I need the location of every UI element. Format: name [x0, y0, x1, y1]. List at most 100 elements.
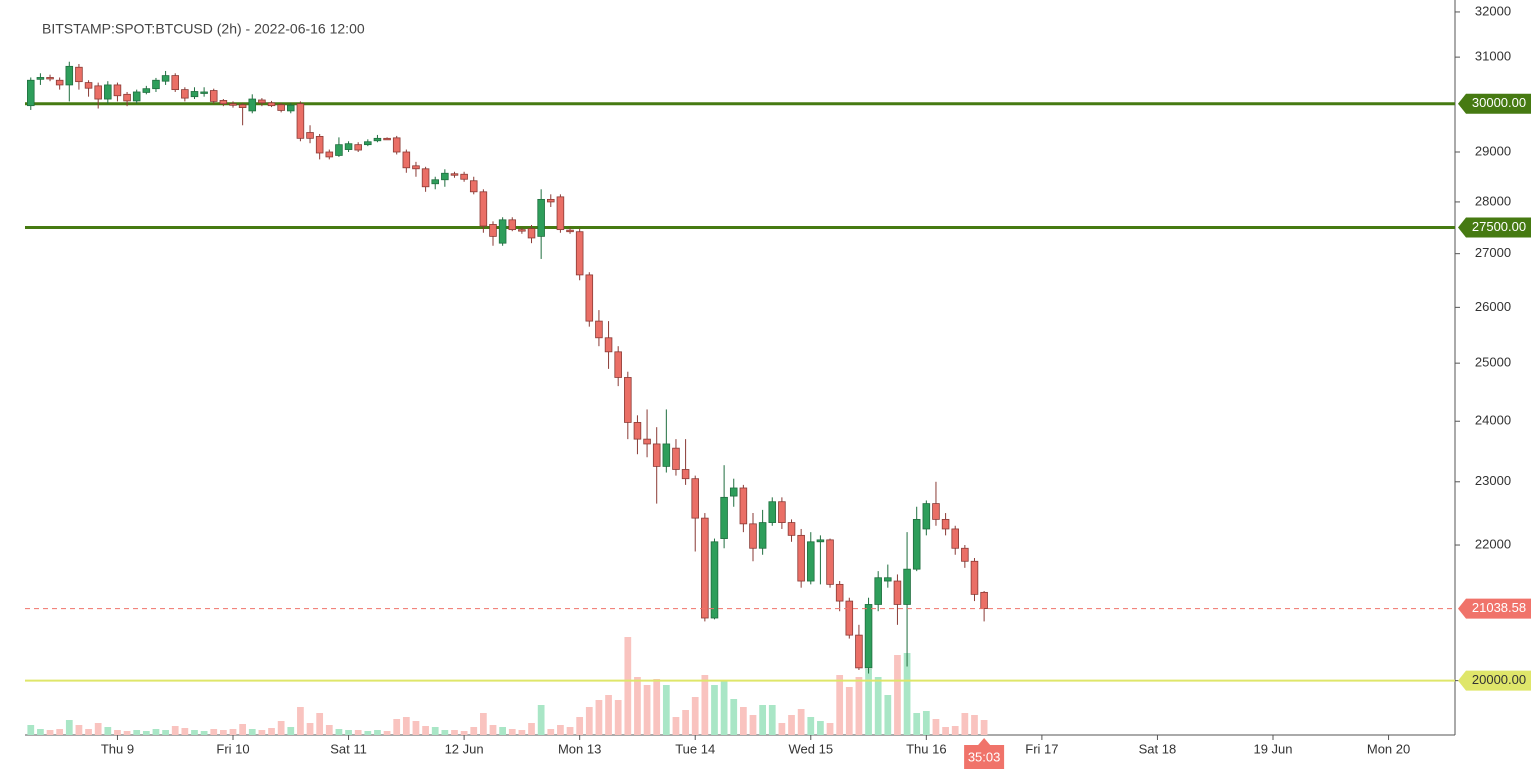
volume-bar [114, 730, 121, 735]
volume-bar [422, 726, 429, 735]
countdown-box [964, 738, 1005, 769]
candle-body [884, 577, 892, 582]
volume-bar [374, 730, 381, 735]
volume-bar [489, 725, 497, 735]
x-tick-label: Thu 16 [906, 741, 946, 756]
level-box [1458, 217, 1531, 238]
volume-bar [142, 731, 150, 735]
candle-body [364, 141, 372, 146]
volume-bar [682, 710, 689, 735]
candle-body [65, 65, 74, 86]
candle-body [315, 135, 324, 154]
volume-bar [441, 730, 449, 735]
volume-bar [691, 697, 699, 735]
candle-body [835, 583, 844, 602]
candle-body [190, 91, 199, 98]
volume-bar [200, 731, 208, 735]
candle-body [94, 85, 102, 100]
candle-body [807, 541, 815, 582]
candle-body [720, 496, 728, 539]
y-tick-label: 27000 [1475, 245, 1511, 260]
candle-body [46, 77, 54, 80]
x-tick-label: Sat 18 [1139, 741, 1177, 756]
volume-bar [634, 677, 641, 735]
volume-bar [383, 731, 391, 735]
volume-bar [720, 680, 728, 735]
candle-body [431, 179, 439, 185]
volume-bar [614, 700, 622, 735]
candle-body [547, 198, 555, 203]
volume-bar [431, 727, 439, 735]
volume-bar [595, 700, 603, 735]
volume-bar [75, 725, 83, 735]
candle-body [450, 173, 459, 176]
candle-body [643, 438, 651, 445]
candle-body [36, 77, 45, 80]
volume-bar [730, 699, 738, 735]
candle-body [306, 132, 314, 139]
volume-bar [826, 723, 834, 735]
y-tick-label: 24000 [1475, 413, 1511, 428]
volume-bar [123, 731, 131, 735]
volume-bar [451, 730, 458, 735]
volume-bar [528, 723, 535, 735]
volume-bar [874, 677, 882, 735]
candle-body [652, 443, 661, 467]
volume-bar [470, 727, 478, 735]
volume-bar [191, 730, 198, 735]
volume-bar [961, 713, 969, 735]
level-box [1458, 93, 1531, 114]
volume-bar [239, 724, 246, 735]
volume-bar [788, 715, 795, 735]
candle-body [980, 591, 988, 609]
volume-bar [537, 705, 545, 735]
volume-bar [171, 726, 179, 735]
candle-body [219, 100, 228, 105]
candle-body [229, 103, 237, 106]
candle-body [614, 351, 622, 378]
y-tick-label: 32000 [1475, 3, 1511, 18]
candle-body [277, 104, 285, 111]
candle-body [354, 144, 362, 151]
volume-bar [287, 727, 295, 735]
candle-body [970, 560, 979, 595]
volume-bar [508, 729, 516, 735]
candle-body [55, 79, 64, 86]
volume-bar [162, 730, 169, 735]
volume-bar [547, 729, 555, 735]
candle-body [961, 547, 969, 562]
volume-bar [181, 728, 189, 735]
volume-bar [412, 721, 420, 735]
candle-body [113, 84, 122, 97]
last-price-label: 21038.58 [1472, 600, 1526, 615]
volume-bar [951, 726, 959, 735]
y-tick-label: 31000 [1475, 49, 1511, 64]
volume-bar [268, 728, 275, 735]
candle-body [518, 229, 526, 232]
candle-body [441, 172, 449, 181]
volume-bar [306, 723, 314, 735]
candle-body [951, 528, 959, 549]
volume-bar [643, 685, 651, 735]
volume-bar [585, 707, 593, 735]
volume-bar [85, 729, 92, 735]
candle-body [412, 165, 420, 170]
candle-body [912, 518, 921, 570]
volume-bar [335, 729, 343, 735]
x-tick-label: 19 Jun [1253, 741, 1292, 756]
candle-body [171, 75, 179, 91]
candle-body [729, 487, 738, 497]
volume-bar [37, 729, 44, 735]
candle-body [624, 377, 632, 423]
x-tick-label: Tue 14 [675, 741, 715, 756]
candle-body [595, 320, 603, 339]
volume-bar [971, 715, 978, 735]
candle-body [768, 501, 777, 523]
candle-body [922, 503, 931, 530]
volume-bar [605, 695, 612, 735]
candle-body [123, 93, 131, 102]
level-label: 20000.00 [1472, 672, 1526, 687]
volume-bar [480, 713, 487, 735]
candle-body [104, 84, 112, 100]
